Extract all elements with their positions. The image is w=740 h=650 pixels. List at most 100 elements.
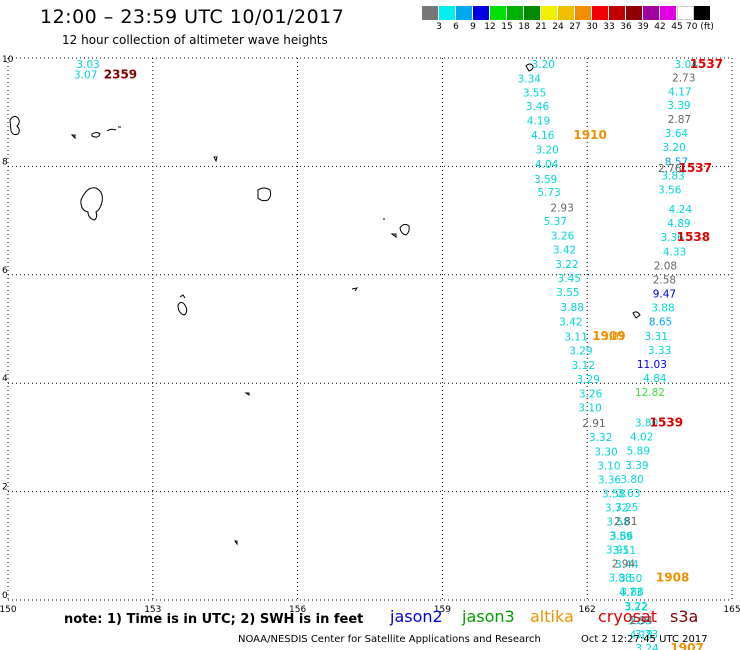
- time-marker: 2359: [104, 68, 137, 82]
- island-outline: [80, 187, 103, 221]
- wave-height-label: 2.94: [630, 615, 654, 627]
- color-legend-label: 18: [518, 22, 530, 32]
- wave-height-label: 11.03: [637, 359, 667, 371]
- wave-height-label: 4.24: [669, 204, 693, 216]
- wave-height-label: 3.88: [620, 587, 643, 599]
- color-legend-label: 21: [535, 22, 547, 32]
- wave-height-label: 3.51: [613, 545, 636, 557]
- color-swatch: [575, 6, 592, 20]
- wave-height-label: 2.94: [612, 558, 636, 570]
- wave-height-label: 3.80: [635, 418, 658, 430]
- color-legend-label: 24: [552, 22, 564, 32]
- page-subtitle: 12 hour collection of altimeter wave hei…: [62, 33, 328, 47]
- wave-height-label: 3.39: [625, 460, 648, 472]
- x-tick-label: 162: [579, 605, 596, 615]
- wave-height-label: 3.73: [635, 629, 658, 641]
- color-legend-label: 39: [637, 22, 649, 32]
- color-legend-label: 33: [603, 22, 615, 32]
- island-outline: [399, 223, 410, 236]
- credit-line: NOAA/NESDIS Center for Satellite Applica…: [238, 634, 541, 645]
- color-legend-label: 15: [501, 22, 513, 32]
- color-swatch: [456, 6, 473, 20]
- color-legend-label: 9: [470, 22, 476, 32]
- wave-height-label: 4.16: [531, 130, 555, 142]
- island-outline: [257, 187, 272, 202]
- wave-height-label: 9.47: [653, 289, 676, 301]
- wave-height-label: 3.04: [674, 59, 698, 71]
- wave-height-label: 3.09: [602, 331, 625, 343]
- color-swatch: [592, 6, 609, 20]
- island-outline: [632, 311, 641, 319]
- island-outline: [525, 63, 534, 72]
- wave-height-label: 3.55: [523, 87, 546, 99]
- color-legend-label: 12: [484, 22, 496, 32]
- wave-height-label: 4.89: [667, 218, 690, 230]
- wave-height-label: 3.83: [661, 170, 684, 182]
- wave-height-label: 3.31: [645, 331, 668, 343]
- island-outline: [91, 132, 101, 138]
- wave-height-label: 4.18: [630, 629, 653, 641]
- color-legend-label: 70 (ft): [686, 22, 714, 32]
- satellite-name: jason2: [390, 607, 443, 626]
- color-legend-label: 45: [671, 22, 683, 32]
- wave-height-label: 3.55: [556, 287, 579, 299]
- wave-height-label: 2.91: [582, 418, 605, 430]
- satellite-name: cryosat: [598, 607, 658, 626]
- wave-height-label: 4.73: [619, 587, 642, 599]
- wave-height-label: 4.17: [668, 86, 691, 98]
- color-swatch: [490, 6, 507, 20]
- wave-height-label: 4.84: [643, 373, 667, 385]
- y-tick-label: 2: [2, 483, 8, 493]
- island-outline: [244, 392, 250, 396]
- wave-height-label: 3.58: [606, 517, 629, 529]
- y-tick-label: 0: [2, 591, 8, 601]
- color-swatch: [524, 6, 541, 20]
- wave-height-label: 2.76: [658, 163, 682, 175]
- wave-height-label: 2.93: [550, 202, 573, 214]
- wave-height-label: 3.07: [74, 70, 97, 82]
- wave-height-label: 3.46: [526, 101, 550, 113]
- wave-height-label: 3.26: [579, 388, 603, 400]
- island-outline: [383, 218, 397, 238]
- wave-height-label: 3.26: [551, 231, 575, 243]
- x-tick-label: 156: [289, 605, 306, 615]
- wave-height-label: 3.91: [606, 544, 629, 556]
- color-swatch: [473, 6, 490, 20]
- color-swatch: [541, 6, 558, 20]
- wave-height-label: 3.88: [561, 302, 584, 314]
- satellite-name: altika: [530, 607, 574, 626]
- map-grid: [7, 57, 733, 601]
- time-marker: 1537: [690, 57, 723, 71]
- color-swatch: [660, 6, 677, 20]
- wave-height-label: 3.22: [555, 259, 578, 271]
- wave-height-label: 3.86: [610, 530, 634, 542]
- wave-height-label: 3.11: [564, 331, 587, 343]
- island-outline: [351, 287, 359, 292]
- y-tick-label: 6: [2, 266, 8, 276]
- x-tick-label: 165: [723, 605, 740, 615]
- wave-height-label: 3.03: [76, 59, 99, 71]
- wave-height-label: 3.64: [665, 128, 689, 140]
- color-swatch: [422, 6, 439, 20]
- color-legend-label: 6: [453, 22, 459, 32]
- color-swatch: [507, 6, 524, 20]
- wave-height-label: 3.36: [598, 474, 622, 486]
- x-tick-label: 159: [434, 605, 451, 615]
- island-outline: [106, 126, 121, 132]
- wave-height-label: 3.10: [578, 402, 601, 414]
- island-outline: [70, 134, 76, 140]
- color-swatch: [626, 6, 643, 20]
- wave-height-label: 3.80: [620, 474, 643, 486]
- color-swatch: [694, 6, 711, 20]
- time-marker-labels: 2359 1537 1910 1537 1538 1539 1908 1907 1909: [104, 57, 723, 650]
- time-marker: 1910: [573, 128, 606, 142]
- axis-labels: 0 2 4 6 8 10 150 153 156 159 162 165: [0, 55, 740, 615]
- color-swatch: [558, 6, 575, 20]
- wave-height-label: 3.29: [569, 345, 592, 357]
- wave-height-label: 4.19: [527, 116, 550, 128]
- wave-height-label: 3.59: [534, 174, 557, 186]
- time-marker: 1538: [677, 230, 710, 244]
- wave-height-label: 3.34: [518, 73, 542, 85]
- wave-height-label: 3.42: [553, 245, 576, 257]
- color-legend-label: 30: [586, 22, 598, 32]
